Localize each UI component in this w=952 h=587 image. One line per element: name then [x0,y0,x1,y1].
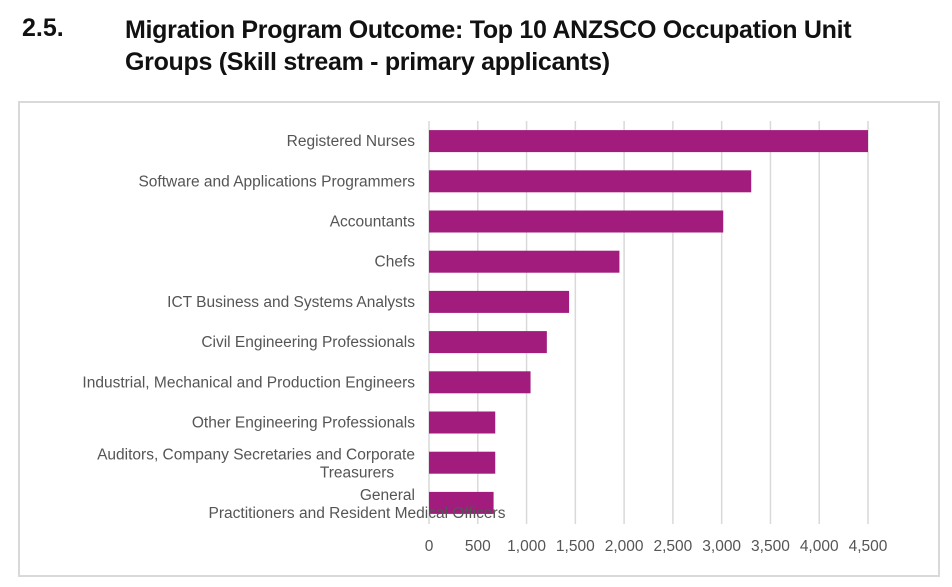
x-tick-label: 2,000 [605,538,644,555]
x-tick-label: 1,000 [507,538,546,555]
x-tick-label: 3,500 [751,538,790,555]
bar [429,250,620,273]
x-tick-label: 3,000 [702,538,741,555]
bar [429,451,496,474]
category-label: Civil Engineering Professionals [201,334,415,351]
x-tick-label: 4,500 [849,538,888,555]
category-label: Accountants [330,214,416,231]
category-label: Auditors, Company Secretaries and Corpor… [97,447,415,482]
bar [429,491,494,514]
category-label: Other Engineering Professionals [192,415,415,432]
x-tick-label: 2,500 [653,538,692,555]
chart-frame [18,101,940,577]
bar [429,331,547,354]
x-tick-label: 1,500 [556,538,595,555]
bar [429,210,724,233]
x-tick-label: 0 [425,538,434,555]
bar [429,290,570,313]
category-label: General Practitioners and Resident Medica… [209,487,506,522]
bar [429,170,752,193]
category-label: Software and Applications Programmers [138,173,415,190]
category-label: Chefs [375,254,416,271]
category-label: Industrial, Mechanical and Production En… [82,374,415,391]
category-label: Registered Nurses [287,133,416,150]
bar [429,130,868,153]
x-tick-label: 500 [465,538,491,555]
bar [429,411,496,434]
x-tick-label: 4,000 [800,538,839,555]
chart-title: Migration Program Outcome: Top 10 ANZSCO… [125,16,852,76]
bar [429,371,531,394]
section-number: 2.5. [22,14,64,42]
category-label: ICT Business and Systems Analysts [167,294,415,311]
